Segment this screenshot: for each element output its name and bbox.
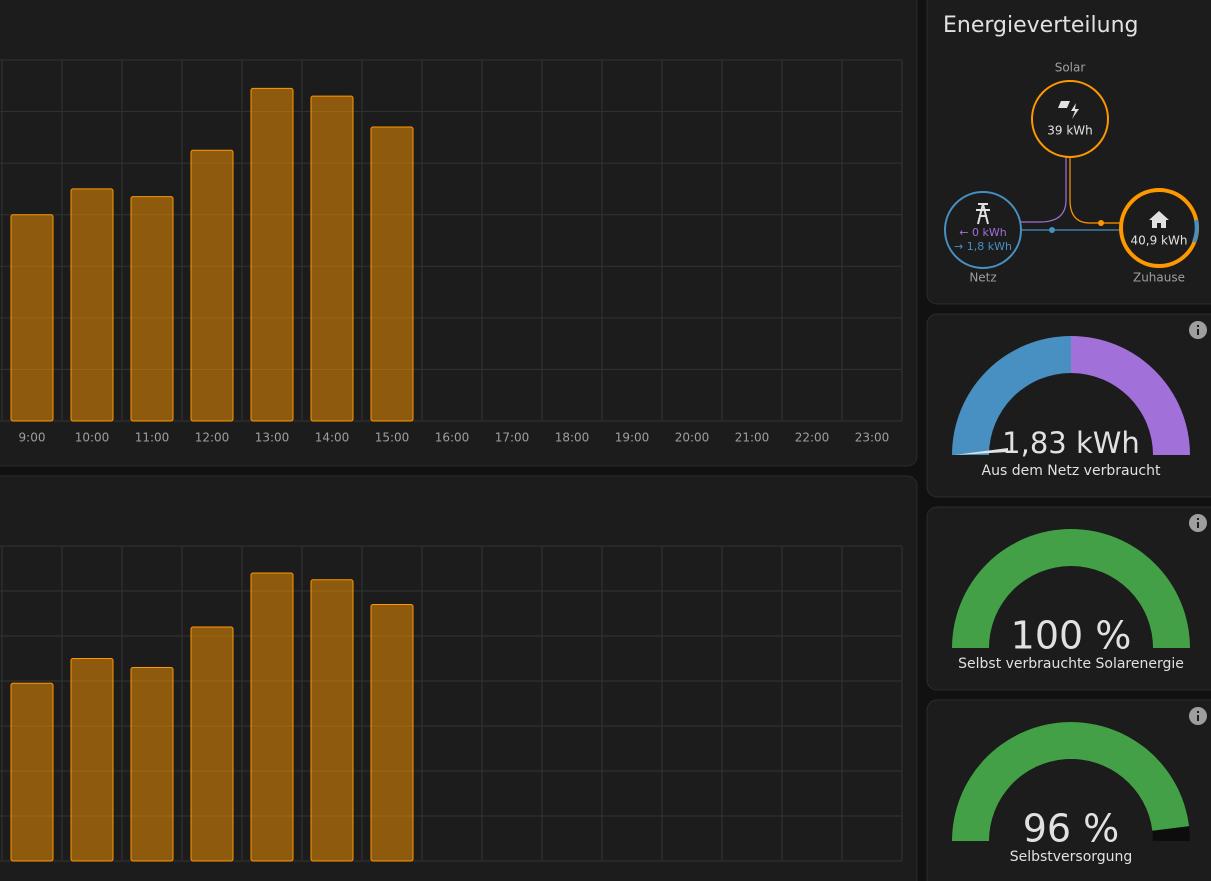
charts: 9:00 10:00 11:00 12:00 13:00 14:00 15:00 16:00 1…	[0, 59, 903, 862]
grid-icon	[976, 203, 990, 225]
grid-consumption: → 1,8 kWh	[954, 240, 1012, 253]
x-tick-label: 22:00	[795, 431, 830, 445]
home-circle	[1119, 188, 1199, 268]
x-tick-label: 21:00	[735, 431, 770, 445]
info-icon-glyph	[1197, 715, 1199, 721]
bar	[370, 126, 414, 422]
x-tick-label: 13:00	[255, 431, 290, 445]
gauge-value	[951, 721, 1190, 841]
flow-dot	[1049, 227, 1055, 233]
gauge-needle	[954, 448, 1008, 455]
info-icon-glyph	[1197, 518, 1199, 520]
x-tick-label: 18:00	[555, 431, 590, 445]
bar	[70, 188, 114, 422]
bar	[310, 579, 354, 862]
grid-return: ← 0 kWh	[959, 226, 1006, 239]
bar	[130, 667, 174, 862]
bar	[250, 572, 294, 862]
x-tick-label: 16:00	[435, 431, 470, 445]
gauge-segment	[1071, 336, 1190, 455]
bar	[250, 87, 294, 422]
gauge-value-label: 96 %	[1023, 807, 1120, 851]
solar-label: Solar	[1055, 61, 1086, 75]
x-tick-label: 19:00	[615, 431, 650, 445]
x-tick-label: 20:00	[675, 431, 710, 445]
bar	[310, 95, 354, 422]
home-circle-segment	[1192, 219, 1199, 243]
x-tick-label: 12:00	[195, 431, 230, 445]
gauge-name: Aus dem Netz verbraucht	[982, 463, 1161, 479]
x-tick-label: 9:00	[19, 431, 46, 445]
bar	[190, 626, 234, 862]
bar	[130, 196, 174, 422]
flow-line	[1069, 157, 1120, 224]
bar	[10, 682, 54, 862]
info-icon-glyph	[1197, 522, 1199, 528]
gauge-name: Selbst verbrauchte Solarenergie	[958, 656, 1184, 672]
gauge-value	[952, 529, 1190, 648]
bar	[190, 149, 234, 422]
card-title: Energieverteilung	[943, 13, 1139, 38]
info-icon-glyph	[1197, 711, 1199, 713]
grid-circle	[944, 191, 1022, 269]
flow-line	[1021, 157, 1067, 223]
flow-dot	[1098, 220, 1104, 226]
bar	[70, 658, 114, 862]
grid-label: Netz	[969, 271, 996, 285]
solar-value: 39 kWh	[1047, 124, 1093, 138]
x-tick-label: 14:00	[315, 431, 350, 445]
solar-circle	[1031, 80, 1109, 158]
x-tick-label: 11:00	[135, 431, 170, 445]
x-tick-label: 23:00	[855, 431, 890, 445]
info-icon-glyph	[1197, 329, 1199, 335]
bar	[370, 604, 414, 862]
home-icon	[1149, 211, 1169, 228]
gauge-name: Selbstversorgung	[1010, 849, 1133, 865]
x-tick-label: 15:00	[375, 431, 410, 445]
home-label: Zuhause	[1133, 271, 1185, 285]
info-icon-glyph	[1197, 325, 1199, 327]
x-tick-label: 10:00	[75, 431, 110, 445]
gauge-value-label: 1,83 kWh	[1002, 426, 1140, 460]
solar-icon	[1058, 101, 1079, 119]
bar	[10, 214, 54, 422]
x-tick-label: 17:00	[495, 431, 530, 445]
gauge-value-label: 100 %	[1011, 614, 1132, 658]
home-value: 40,9 kWh	[1131, 234, 1188, 248]
gauge-segment	[952, 336, 1071, 455]
